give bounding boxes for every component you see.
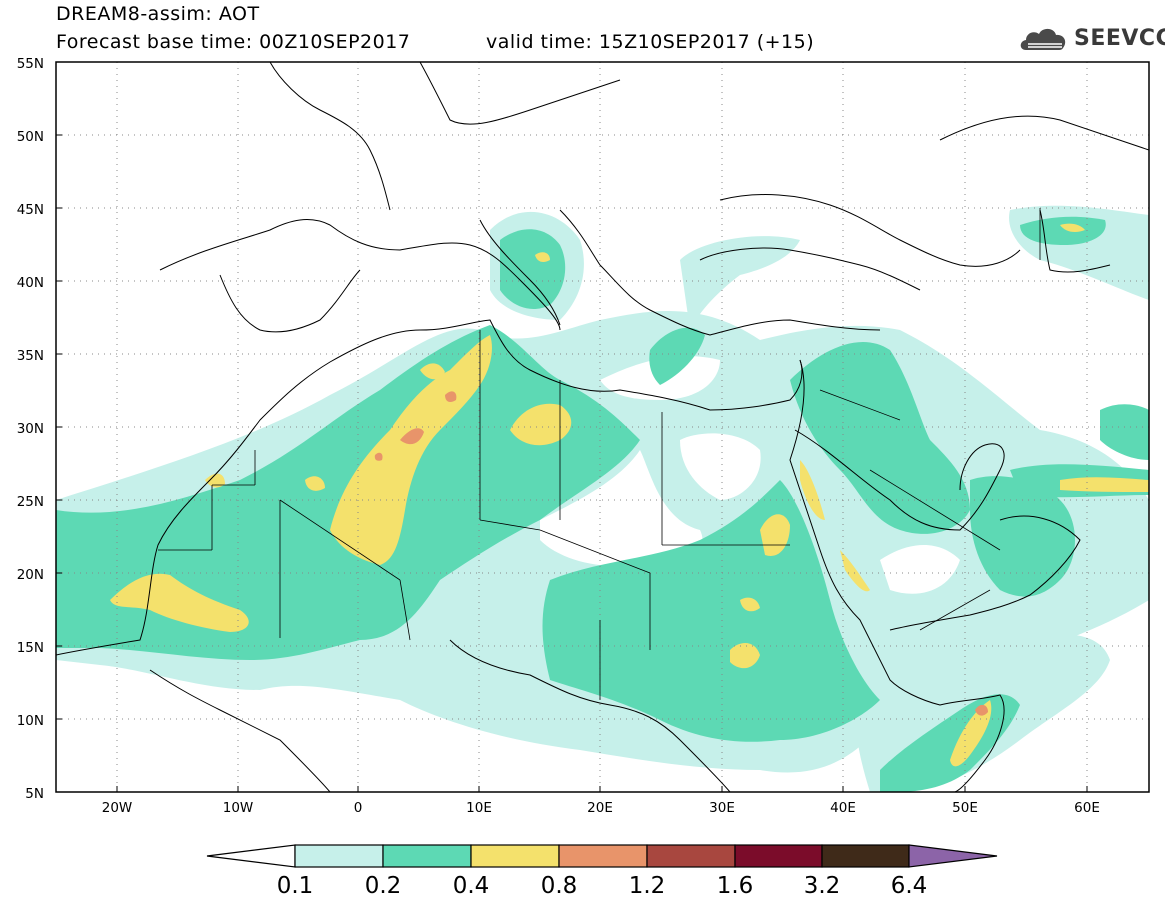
lon-label: 0 [354, 800, 363, 816]
colorbar: 0.1 0.2 0.4 0.8 1.2 1.6 3.2 6.4 [206, 844, 998, 899]
lat-label: 35N [17, 348, 44, 364]
lon-label: 30E [709, 800, 735, 816]
lat-label: 15N [17, 640, 44, 656]
lon-label: 10W [223, 800, 254, 816]
lat-label: 25N [17, 494, 44, 510]
latitude-labels: 55N 50N 45N 40N 35N 30N 25N 20N 15N 10N … [17, 56, 44, 802]
colorbar-bin [294, 844, 384, 868]
colorbar-bin [382, 844, 472, 868]
lon-label: 10E [466, 800, 492, 816]
lat-label: 55N [17, 56, 44, 72]
valid-time: valid time: 15Z10SEP2017 (+15) [486, 31, 815, 53]
lat-label: 30N [17, 421, 44, 437]
coastlines [56, 62, 1149, 792]
colorbar-label: 0.8 [541, 873, 578, 899]
seevccc-logo: SEEVCCC [1018, 24, 1165, 54]
map-gridlines [56, 62, 1149, 792]
colorbar-bin [470, 844, 560, 868]
forecast-base-time: Forecast base time: 00Z10SEP2017 [56, 31, 411, 53]
lon-label: 20E [587, 800, 613, 816]
colorbar-label: 6.4 [891, 873, 928, 899]
colorbar-under-arrow [206, 844, 296, 868]
lat-label: 20N [17, 567, 44, 583]
lon-label: 40E [830, 800, 856, 816]
cloud-icon [1020, 28, 1066, 50]
colorbar-bin [734, 844, 823, 868]
lat-label: 45N [17, 202, 44, 218]
colorbar-label: 1.2 [629, 873, 666, 899]
lon-label: 60E [1074, 800, 1100, 816]
colorbar-bin [821, 844, 910, 868]
lat-label: 50N [17, 129, 44, 145]
colorbar-bin [558, 844, 648, 868]
colorbar-over-arrow [908, 844, 998, 868]
colorbar-label: 0.2 [365, 873, 402, 899]
logo-text: SEEVCCC [1074, 26, 1165, 51]
colorbar-bin [646, 844, 736, 868]
colorbar-label: 1.6 [717, 873, 754, 899]
lat-label: 5N [25, 786, 44, 802]
colorbar-label: 3.2 [804, 873, 841, 899]
colorbar-label: 0.4 [453, 873, 490, 899]
longitude-labels: 20W 10W 0 10E 20E 30E 40E 50E 60E [102, 800, 1100, 816]
borders [158, 208, 1041, 700]
tick-marks [56, 134, 1088, 792]
lat-label: 40N [17, 275, 44, 291]
colorbar-label: 0.1 [277, 873, 314, 899]
lat-label: 10N [17, 713, 44, 729]
map-title: DREAM8-assim: AOT [56, 3, 260, 25]
lon-label: 50E [952, 800, 978, 816]
lon-label: 20W [102, 800, 133, 816]
